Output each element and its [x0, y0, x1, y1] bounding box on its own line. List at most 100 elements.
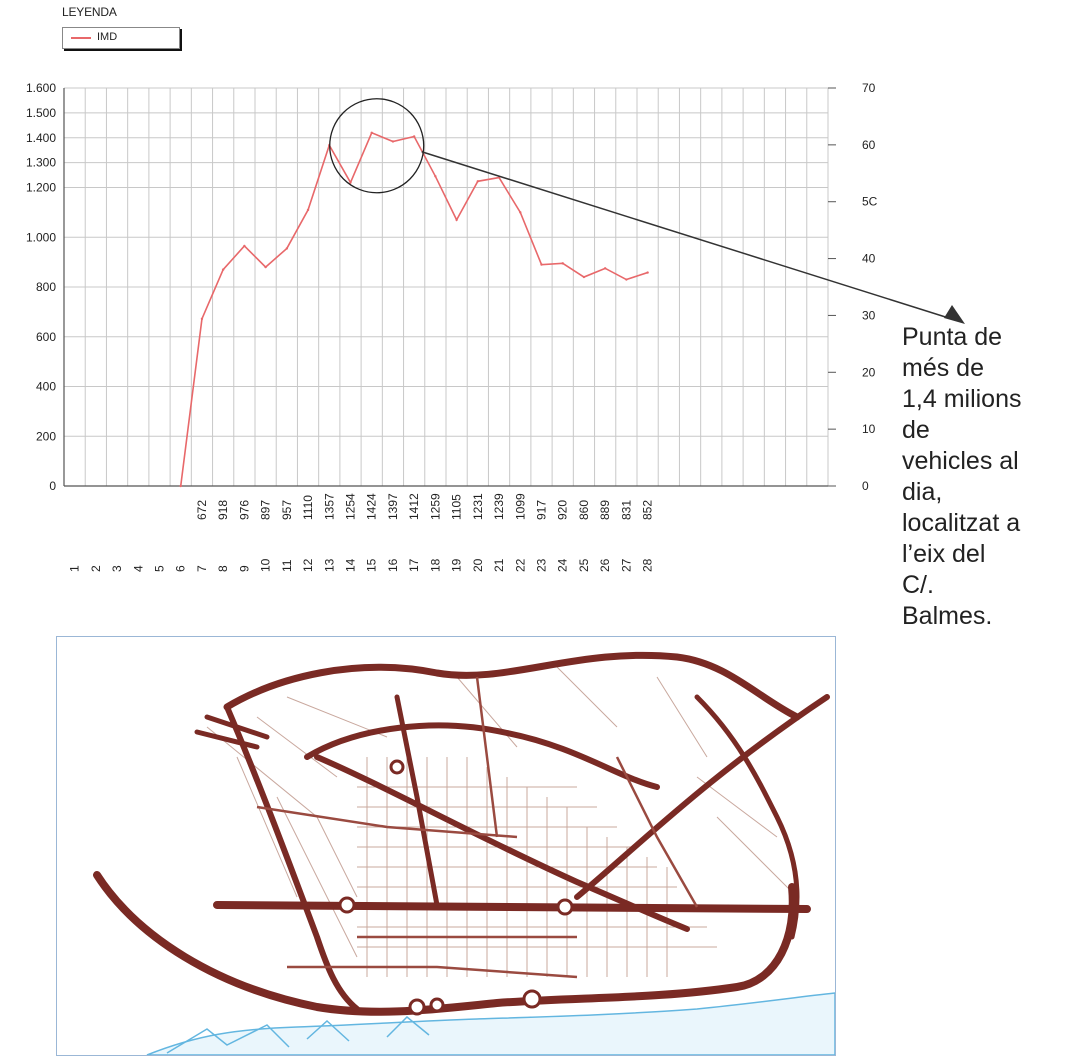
series-point-imd	[306, 208, 310, 212]
x-index-label: 21	[492, 558, 506, 572]
x-index-label: 3	[110, 565, 124, 572]
x-index-label: 27	[619, 558, 633, 572]
x-index-label: 11	[280, 559, 294, 572]
x-index-label: 16	[386, 558, 400, 572]
series-point-imd	[455, 218, 458, 222]
x-index-label: 23	[535, 558, 549, 572]
series-point-imd	[200, 317, 204, 321]
x-index-label: 17	[407, 558, 421, 572]
annotation-line: localitzat a	[902, 509, 1021, 537]
series-point-imd	[285, 247, 289, 250]
y-tick-label-left: 1.300	[26, 156, 56, 170]
ring-road-top	[223, 651, 801, 721]
x-index-label: 15	[365, 558, 379, 572]
x-index-label: 10	[259, 558, 273, 572]
y-tick-label-right: 0	[862, 479, 869, 493]
point-value-label: 1424	[365, 493, 379, 520]
point-value-label: 976	[237, 500, 251, 520]
x-index-label: 19	[450, 558, 464, 572]
legend-label-imd: IMD	[97, 31, 118, 43]
annotation-line: C/.	[902, 571, 934, 599]
x-index-label: 2	[89, 565, 103, 572]
ronda-left	[224, 704, 360, 1012]
point-value-label: 920	[556, 500, 570, 520]
point-value-label: 1239	[492, 493, 506, 520]
series-point-imd	[412, 135, 416, 138]
y-tick-label-left: 800	[36, 280, 56, 294]
point-value-label: 957	[280, 500, 294, 520]
y-tick-label-left: 200	[36, 429, 56, 443]
point-value-label: 1099	[513, 493, 527, 520]
y-tick-label-left: 0	[49, 479, 56, 493]
series-point-imd	[349, 181, 352, 184]
x-index-label: 18	[428, 558, 442, 572]
legend-box: IMD	[62, 27, 180, 49]
legend-swatch-imd	[71, 37, 91, 39]
point-value-label: 1412	[407, 493, 421, 520]
point-value-label: 897	[259, 500, 273, 520]
x-index-label: 13	[322, 558, 336, 572]
y-tick-label-left: 1.500	[26, 106, 56, 120]
major-roads	[93, 651, 830, 1016]
series-point-imd	[603, 267, 607, 270]
x-index-label: 8	[216, 565, 230, 572]
port-lines	[166, 1015, 430, 1054]
y-tick-label-right: 60	[862, 138, 876, 152]
upper-arc	[304, 722, 660, 790]
road-map-svg	[93, 651, 835, 1055]
x-index-label: 9	[237, 565, 251, 572]
minor-streets	[206, 666, 798, 977]
point-value-label: 1231	[471, 493, 485, 520]
series-point-imd	[179, 484, 182, 488]
point-value-label: 1110	[301, 495, 315, 520]
annotation-line: 1,4 milions	[902, 385, 1022, 413]
y-tick-label-left: 600	[36, 330, 56, 344]
point-value-label: 889	[598, 500, 612, 520]
left-spur	[194, 714, 270, 750]
annotation-arrow-head	[944, 305, 965, 324]
point-value-label: 672	[195, 500, 209, 520]
series-point-imd	[540, 263, 543, 266]
series-line-imd	[179, 131, 648, 487]
y-tick-label-right: 20	[862, 365, 876, 379]
annotation-line: l’eix del	[902, 540, 986, 568]
annotation-text: Punta de més de 1,4 milions de vehicles …	[902, 322, 1067, 632]
annotation-line: més de	[902, 354, 984, 382]
imd-line-chart: 0 200 400 600 800 1.000 1.200 1.300 1.400 1.500 1.…	[26, 81, 965, 572]
diagonal-avenue	[314, 754, 690, 932]
x-index-label: 24	[556, 558, 570, 572]
series-point-imd	[476, 180, 480, 183]
annotation-line: dia,	[902, 478, 943, 506]
legend: LEYENDA IMD	[62, 5, 182, 50]
series-point-imd	[391, 140, 395, 143]
x-index-label: 26	[598, 558, 612, 572]
y-tick-label-right: 70	[862, 81, 876, 95]
point-value-label: 1259	[428, 493, 442, 520]
meridiana	[574, 694, 830, 900]
roundabouts	[338, 759, 574, 1016]
x-index-label: 6	[174, 565, 188, 572]
series-point-imd	[243, 244, 246, 248]
annotation-line: de	[902, 416, 930, 444]
y-tick-label-right: 5C	[862, 195, 878, 209]
series-point-imd	[221, 268, 225, 271]
series-point-imd	[370, 131, 373, 134]
point-value-label: 918	[216, 500, 230, 520]
x-index-label: 12	[301, 558, 315, 572]
y-tick-label-right: 30	[862, 308, 876, 322]
y-tick-label-left: 400	[36, 380, 56, 394]
x-index-label: 1	[68, 565, 82, 572]
series-point-imd	[582, 275, 586, 279]
x-index-label: 4	[131, 565, 145, 572]
series-point-imd	[264, 265, 267, 269]
y-tick-label-left: 1.600	[26, 81, 56, 95]
gran-via	[213, 901, 811, 913]
coastal-ring-road	[93, 871, 797, 1016]
y-tick-label-left: 1.400	[26, 131, 56, 145]
annotation-arrow-line	[421, 151, 956, 321]
point-value-label: 1357	[322, 493, 336, 520]
y-tick-label-left: 1.000	[26, 230, 56, 244]
point-value-label: 917	[535, 500, 549, 520]
series-point-imd	[625, 278, 628, 281]
series-point-imd	[519, 211, 522, 214]
